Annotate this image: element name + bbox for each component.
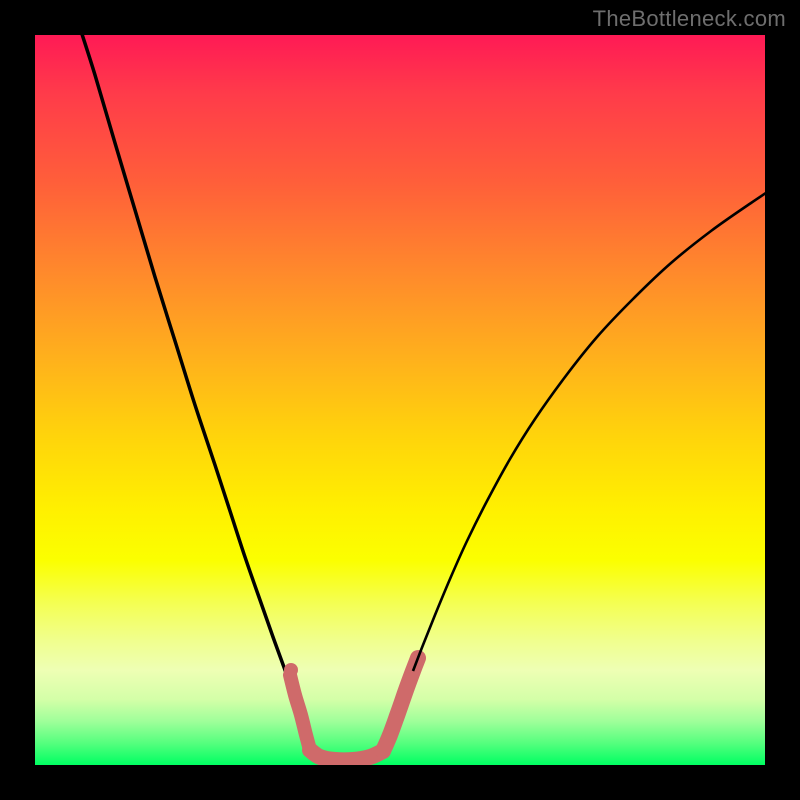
plot-curves [35,35,765,765]
left-entry-thick [290,675,310,750]
left-dot [284,663,298,677]
right-exit-thick [383,658,418,751]
frame: TheBottleneck.com [0,0,800,800]
right-branch [413,187,765,671]
left-branch [79,35,293,691]
watermark-text: TheBottleneck.com [593,6,786,32]
plot-area [35,35,765,765]
trough [310,750,383,760]
